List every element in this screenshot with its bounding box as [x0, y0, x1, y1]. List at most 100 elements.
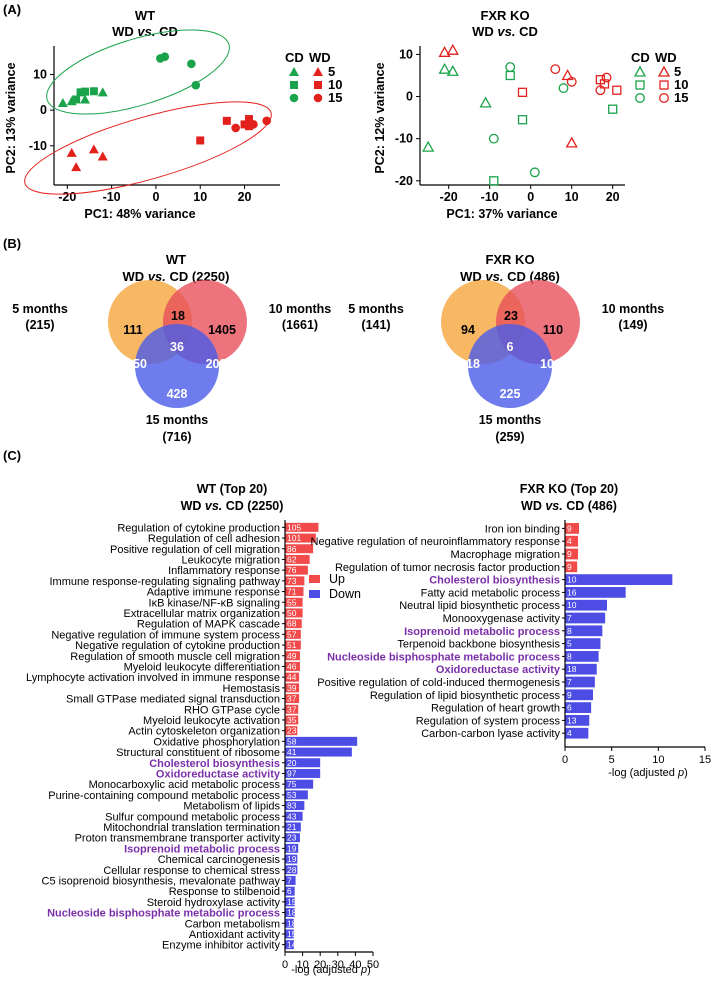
- wt-go-bar-count: 50: [287, 608, 297, 618]
- wt-go-bar: [285, 522, 319, 532]
- wt-pca-x-tick-label: 10: [193, 190, 207, 204]
- fxr-go-bar: [565, 548, 579, 560]
- fxr-go-bar-count: 9: [567, 549, 572, 559]
- fxr-pca-point-wd-10: [612, 85, 622, 95]
- wt-go-x-tick-label: 30: [332, 959, 344, 971]
- wt-go-bar-count: 55: [287, 597, 297, 607]
- fxr-go-bar: [565, 574, 673, 585]
- wt-go-bar: [285, 811, 303, 821]
- fxr-pca-point-cd-15: [505, 62, 516, 73]
- fxr-go-term-label: Oxidoreductase activity: [436, 664, 561, 676]
- wt-pca-point-wd-10: [196, 136, 205, 145]
- wt-pca-point-wd-10: [244, 115, 253, 124]
- wt-go-bar-count: 19: [287, 854, 297, 864]
- wt-go-bar: [285, 544, 314, 554]
- wt-go-bar-count: 101: [287, 533, 301, 543]
- fxr-pca-y-tick-label: -10: [395, 132, 413, 146]
- fxr-go-term-label: Fatty acid metabolic process: [421, 587, 561, 599]
- wt-go-bar: [285, 758, 321, 768]
- wt-pca-legend-wd-5-marker: [313, 67, 323, 76]
- wt-venn-10mo-total: (1661): [282, 318, 318, 332]
- wt-go-bar-count: 14: [287, 940, 297, 950]
- fxr-pca-x-tick-label: 10: [565, 190, 579, 204]
- fxr-pca-point-cd-5: [479, 96, 492, 108]
- wt-go-term-label: Actin cytoskeleton organization: [128, 726, 280, 738]
- wt-go-bar-count: 57: [287, 629, 297, 639]
- wt-pca-legend-cd: CD: [285, 50, 304, 65]
- fxr-go-bar: [565, 535, 579, 547]
- fxr-pca-point-wd-15: [566, 76, 577, 87]
- wt-go-bar: [285, 822, 301, 832]
- legend-up-label: Up: [329, 572, 345, 586]
- fxr-go-title: FXR KO (Top 20): [520, 482, 618, 496]
- wt-go-bar: [285, 608, 303, 618]
- fxr-go-term-label: Nucleoside bisphosphate metabolic proces…: [327, 651, 560, 663]
- wt-go-bar: [285, 940, 294, 950]
- fxr-pca-point-wd-5: [446, 43, 459, 55]
- wt-go-bar-count: 68: [287, 619, 297, 629]
- fxr-go-term-label: Monooxygenase activity: [443, 613, 561, 625]
- wt-pca-point-wd-5: [66, 147, 77, 157]
- wt-venn-15mo-total: (716): [162, 430, 191, 444]
- wt-pca-point-cd-15: [191, 80, 201, 90]
- wt-go-bar: [285, 683, 300, 693]
- wt-pca-point-cd-10: [72, 95, 81, 104]
- fxr-go-bar: [565, 561, 578, 573]
- wt-go-bars: 105 Regulation of cytokine production 101 R…: [26, 520, 379, 971]
- wt-go-bar: [285, 801, 305, 811]
- fxr-pca-y-tick-label: 0: [406, 90, 413, 104]
- wt-pca-legend-month-15: 15: [328, 90, 342, 105]
- wt-go-term-label: Purine-containing compound metabolic pro…: [48, 790, 280, 802]
- wt-go-bar-count: 37: [287, 694, 297, 704]
- fxr-pca-x-tick-label: 0: [527, 190, 534, 204]
- wt-pca-point-cd-15: [160, 52, 170, 61]
- wt-go-term-label: Oxidative phosphorylation: [153, 736, 280, 748]
- fxr-pca-x-tick-label: -10: [481, 190, 499, 204]
- fxr-venn-5-15: 18: [466, 357, 480, 371]
- wt-go-bar: [285, 565, 308, 575]
- fxr-pca-legend-month-15: 15: [674, 90, 688, 105]
- wt-go-x-tick-label: 50: [367, 959, 379, 971]
- fxr-pca-point-cd-10: [517, 115, 528, 125]
- fxr-pca-plot: FXR KO WD vs. CD -20 -10 0 10 20 -20 -10 0 10 PC…: [373, 8, 688, 221]
- fxr-go-bar: [565, 612, 606, 624]
- wt-pca-title: WT: [135, 8, 155, 23]
- wt-go-bar-count: 18: [287, 908, 297, 918]
- wt-go-term-label: Nucleoside bisphosphate metabolic proces…: [47, 908, 280, 920]
- wt-go-bar-count: 37: [287, 704, 297, 714]
- wt-pca-plot: WT WD vs. CD -20 -10 0 10 20 -10 0 10 PC1: 48% …: [4, 8, 342, 221]
- wt-go-bar-count: 58: [287, 736, 297, 746]
- wt-cd-cluster-ellipse: [46, 29, 230, 115]
- wt-go-bar: [285, 661, 300, 671]
- wt-venn-title: WT: [166, 252, 186, 267]
- wt-pca-point-wd-15: [231, 123, 240, 133]
- wt-go-bar-count: 21: [287, 822, 297, 832]
- wt-go-bar: [285, 747, 352, 757]
- fxr-go-term-label: Cholesterol biosynthesis: [429, 575, 560, 587]
- wt-go-bar-count: 18: [287, 918, 297, 928]
- wt-go-bar-count: 6: [287, 886, 292, 896]
- fxr-venn-5mo-label: 5 months: [348, 302, 404, 316]
- fxr-pca-ylabel: PC2: 12% variance: [373, 62, 387, 173]
- wt-go-term-label: Structural constituent of ribosome: [116, 747, 280, 759]
- fxr-pca-point-cd-15: [488, 133, 499, 144]
- wt-pca-point-wd-15: [249, 120, 258, 129]
- fxr-venn-all: 6: [507, 340, 514, 354]
- wt-venn-5mo-total: (215): [25, 318, 54, 332]
- wt-go-x-tick-label: 10: [296, 959, 308, 971]
- wt-pca-x-tick-label: -10: [103, 190, 121, 204]
- wt-go-bar-count: 83: [287, 801, 297, 811]
- fxr-go-bar-count: 8: [567, 626, 572, 636]
- wt-go-bar-count: 15: [287, 897, 297, 907]
- wt-go-term-label: Antioxidant activity: [189, 929, 281, 941]
- wt-go-bar-count: 46: [287, 661, 297, 671]
- wt-venn-subtitle: WD vs. CD (2250): [123, 269, 230, 284]
- fxr-go-barchart: FXR KO (Top 20) WD vs. CD (486) 9 Iron io…: [311, 482, 712, 779]
- fxr-venn-5mo-total: (141): [361, 318, 390, 332]
- wt-go-bar-count: 15: [287, 929, 297, 939]
- wt-go-subtitle: WD vs. CD (2250): [181, 499, 284, 513]
- fxr-pca-legend-wd-15-marker: [659, 93, 669, 103]
- wt-go-x-tick-label: 20: [314, 959, 326, 971]
- fxr-go-bar-count: 18: [567, 664, 577, 674]
